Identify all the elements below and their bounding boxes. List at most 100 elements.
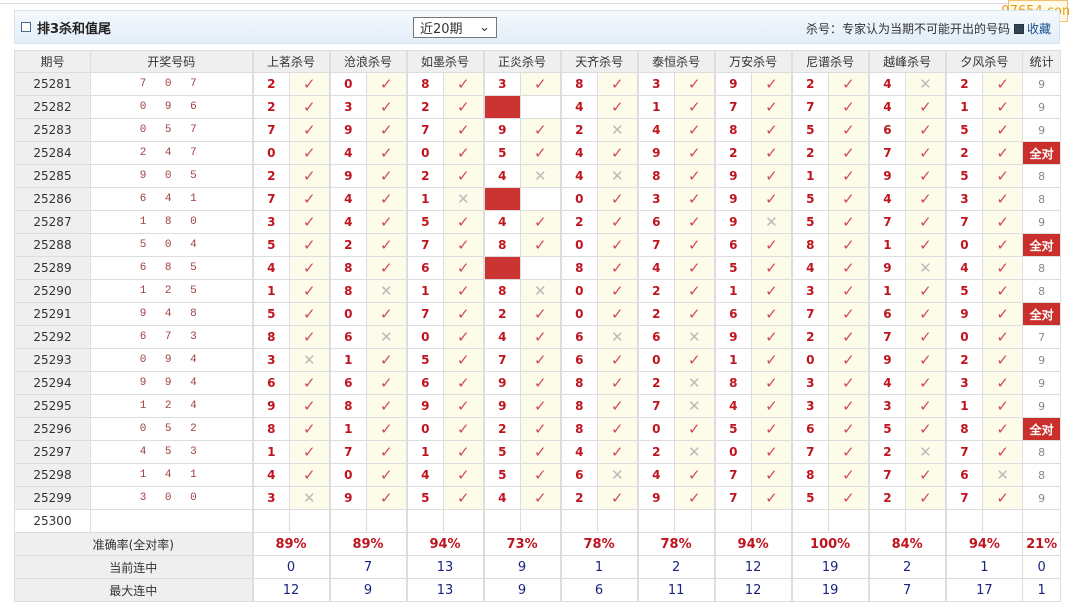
period-select[interactable]: 近20期 ⌄ bbox=[413, 17, 497, 38]
check-icon: ✓ bbox=[674, 210, 716, 234]
kill-number: 3 bbox=[328, 95, 368, 119]
current-kill-number: 0 bbox=[559, 509, 599, 533]
header-expert: 越峰杀号 bbox=[867, 50, 947, 73]
table-row: 25293 0 9 4 3 ✕ 1 ✓ 5 ✓ 7 ✓ 6 ✓ 0 ✓ 1 ✓ 0 ✓ 9 ✓ 2 ✓ 9 bbox=[14, 348, 1062, 372]
check-icon: ✓ bbox=[288, 210, 331, 234]
kill-number: 3 bbox=[636, 187, 676, 211]
check-icon: ✓ bbox=[288, 187, 331, 211]
check-icon: ✓ bbox=[982, 440, 1024, 464]
check-icon: ✓ bbox=[905, 118, 947, 142]
check-icon: ✓ bbox=[366, 256, 408, 280]
kill-number: 7 bbox=[790, 440, 830, 464]
kill-number: 4 bbox=[482, 210, 522, 234]
draw-numbers: 9 9 4 bbox=[90, 371, 253, 395]
kill-number: 8 bbox=[944, 417, 984, 441]
note-text: 杀号：专家认为当期不可能开出的号码 bbox=[805, 22, 1010, 36]
check-icon: ✓ bbox=[828, 371, 870, 395]
kill-number: 9 bbox=[636, 486, 676, 510]
check-icon: ✓ bbox=[443, 486, 485, 510]
table-row: 25286 6 4 1 7 ✓ 4 ✓ 1 ✕ 0 ✓ 3 ✓ 9 ✓ 5 ✓ 4 ✓ 3 ✓ 8 bbox=[14, 187, 1062, 211]
check-icon: ✓ bbox=[751, 302, 793, 326]
kill-number: 6 bbox=[790, 417, 830, 441]
check-icon: ✓ bbox=[366, 233, 408, 257]
kill-number: 2 bbox=[636, 440, 676, 464]
favorite-link[interactable]: 收藏 bbox=[1013, 20, 1051, 37]
check-icon: ✓ bbox=[366, 440, 408, 464]
kill-number: 1 bbox=[636, 95, 676, 119]
current-kill-number: 2 bbox=[251, 509, 290, 533]
kill-number: 0 bbox=[559, 187, 599, 211]
kill-number: 6 bbox=[867, 118, 907, 142]
check-icon: ✓ bbox=[288, 325, 331, 349]
cross-icon: ✕ bbox=[520, 164, 562, 188]
kill-number: 8 bbox=[251, 417, 290, 441]
empty-mark-cell bbox=[520, 256, 562, 280]
check-icon: ✓ bbox=[751, 394, 793, 418]
panel-title: 排3杀和值尾 bbox=[21, 18, 111, 37]
kill-number: 4 bbox=[867, 95, 907, 119]
check-icon: ✓ bbox=[520, 371, 562, 395]
kill-number: 4 bbox=[559, 164, 599, 188]
check-icon: ✓ bbox=[288, 233, 331, 257]
kill-number: 1 bbox=[251, 440, 290, 464]
kill-number: 8 bbox=[559, 394, 599, 418]
kill-number: 2 bbox=[790, 72, 830, 96]
current-empty-cell bbox=[597, 509, 639, 533]
kill-number: 0 bbox=[559, 279, 599, 303]
current-empty-cell bbox=[982, 509, 1024, 533]
kill-number: 2 bbox=[405, 95, 445, 119]
kill-number: 9 bbox=[713, 325, 753, 349]
kill-number: 7 bbox=[944, 440, 984, 464]
cross-icon: ✕ bbox=[674, 371, 716, 395]
kill-number: 8 bbox=[713, 118, 753, 142]
kill-number: 9 bbox=[251, 394, 290, 418]
kill-number: 7 bbox=[251, 187, 290, 211]
header-expert: 天齐杀号 bbox=[559, 50, 639, 73]
kill-number: 9 bbox=[328, 164, 368, 188]
check-icon: ✓ bbox=[828, 348, 870, 372]
kill-number: 9 bbox=[482, 394, 522, 418]
kill-number: 8 bbox=[482, 233, 522, 257]
period-cell: 25289 bbox=[14, 256, 91, 280]
table-row: 25291 9 4 8 5 ✓ 0 ✓ 7 ✓ 2 ✓ 0 ✓ 2 ✓ 6 ✓ 7 ✓ 6 ✓ 9 ✓ 全对 bbox=[14, 302, 1062, 326]
draw-numbers: 0 9 4 bbox=[90, 348, 253, 372]
check-icon: ✓ bbox=[828, 302, 870, 326]
check-icon: ✓ bbox=[905, 164, 947, 188]
kill-number: 0 bbox=[559, 302, 599, 326]
kill-number: 4 bbox=[867, 187, 907, 211]
kill-number: 3 bbox=[790, 371, 830, 395]
kill-number: 2 bbox=[559, 210, 599, 234]
footer-value: 2 bbox=[636, 555, 716, 579]
kill-number: 5 bbox=[482, 463, 522, 487]
check-icon: ✓ bbox=[982, 371, 1024, 395]
kill-number: 5 bbox=[405, 486, 445, 510]
kill-number: 8 bbox=[636, 164, 676, 188]
footer-value: 94% bbox=[944, 532, 1024, 556]
period-cell: 25284 bbox=[14, 141, 91, 165]
check-icon: ✓ bbox=[828, 72, 870, 96]
header-expert: 夕风杀号 bbox=[944, 50, 1024, 73]
check-icon: ✓ bbox=[520, 440, 562, 464]
stat-cell: 9 bbox=[1022, 95, 1062, 119]
kill-number: 2 bbox=[636, 279, 676, 303]
kill-number: 9 bbox=[867, 256, 907, 280]
check-icon: ✓ bbox=[288, 417, 331, 441]
kill-number: 0 bbox=[636, 417, 676, 441]
kill-number: 5 bbox=[713, 417, 753, 441]
kill-number: 6 bbox=[944, 463, 984, 487]
check-icon: ✓ bbox=[520, 141, 562, 165]
check-icon: ✓ bbox=[982, 348, 1024, 372]
check-icon: ✓ bbox=[597, 95, 639, 119]
kill-number: 0 bbox=[944, 325, 984, 349]
kill-number: 3 bbox=[790, 394, 830, 418]
kill-number: 0 bbox=[559, 233, 599, 257]
footer-value: 84% bbox=[867, 532, 947, 556]
kill-number: 4 bbox=[328, 187, 368, 211]
footer-label: 当前连中 bbox=[14, 555, 253, 579]
check-icon: ✓ bbox=[905, 141, 947, 165]
kill-number: 5 bbox=[251, 302, 290, 326]
check-icon: ✓ bbox=[520, 302, 562, 326]
footer-value: 7 bbox=[867, 578, 947, 602]
check-icon: ✓ bbox=[366, 210, 408, 234]
footer-value: 12 bbox=[713, 555, 793, 579]
